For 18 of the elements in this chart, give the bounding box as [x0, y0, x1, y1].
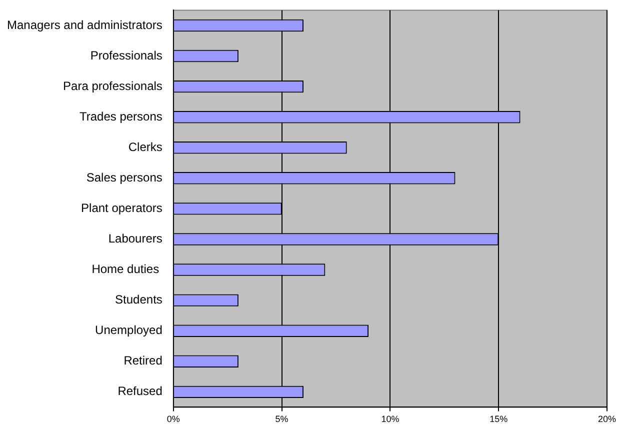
- y-tick-label: Clerks: [128, 140, 162, 154]
- y-tick-label: Para professionals: [63, 78, 162, 93]
- y-tick-label: Unemployed: [95, 323, 162, 338]
- y-tick-label: Professionals: [90, 48, 162, 62]
- y-tick-label: Refused: [118, 384, 162, 398]
- y-tick-label: Home duties: [92, 262, 162, 276]
- x-tick-label: 10%: [381, 414, 400, 424]
- x-tick-label: 20%: [598, 414, 616, 424]
- y-tick-label: Students: [115, 292, 162, 307]
- y-tick-label: Labourers: [108, 232, 162, 246]
- y-tick-label: Managers and administrators: [6, 18, 162, 32]
- y-tick-label: Retired: [124, 354, 162, 368]
- y-tick-label: Trades persons: [79, 109, 162, 124]
- x-tick-label: 5%: [275, 414, 288, 424]
- x-tick-label: 15%: [490, 414, 508, 424]
- y-tick-label: Plant operators: [81, 201, 162, 216]
- y-tick-label: Sales persons: [86, 170, 162, 184]
- x-tick-label: 0%: [166, 414, 180, 424]
